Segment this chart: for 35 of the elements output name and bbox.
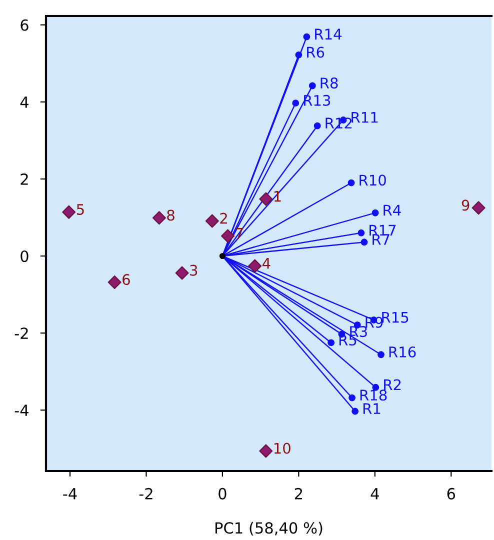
x-tick-label: -4 <box>63 488 77 500</box>
annotation: 2 <box>220 212 227 224</box>
y-tick-label: -2 <box>14 328 28 339</box>
annotation: 4 <box>262 258 270 269</box>
annotation: 10 <box>274 442 290 454</box>
x-axis-title: PC1 (58,40 %) <box>216 522 322 536</box>
annotation: R18 <box>360 390 387 401</box>
x-tick-label: 0 <box>218 488 226 500</box>
x-tick-label: 4 <box>370 488 379 500</box>
annotation: R4 <box>384 204 401 216</box>
y-tick-label: 6 <box>20 19 28 31</box>
y-tick-label: 2 <box>20 173 28 185</box>
x-tick-label: -2 <box>139 488 152 500</box>
x-tick-label: 6 <box>447 488 456 500</box>
annotation: R1 <box>363 403 380 414</box>
y-tick-label: 4 <box>20 96 28 108</box>
annotation: R2 <box>384 379 401 390</box>
annotation: R14 <box>315 28 342 40</box>
annotation: R11 <box>352 112 378 123</box>
annotation: 1 <box>274 191 281 202</box>
x-tick-label: 2 <box>294 488 302 500</box>
annotation: R8 <box>320 78 338 89</box>
annotation: R15 <box>382 312 408 323</box>
annotation: 3 <box>190 264 198 276</box>
y-tick-label: 0 <box>20 250 28 262</box>
annotation: 8 <box>167 210 174 221</box>
annotation: R10 <box>360 174 386 186</box>
annotation: R13 <box>304 94 330 106</box>
annotation: R17 <box>370 224 396 236</box>
annotation: R6 <box>307 46 324 58</box>
annotation: R16 <box>389 346 416 358</box>
y-tick-label: -4 <box>14 404 28 416</box>
annotation: 6 <box>122 274 130 286</box>
annotation: 5 <box>76 204 84 215</box>
annotation: 9 <box>462 200 470 211</box>
